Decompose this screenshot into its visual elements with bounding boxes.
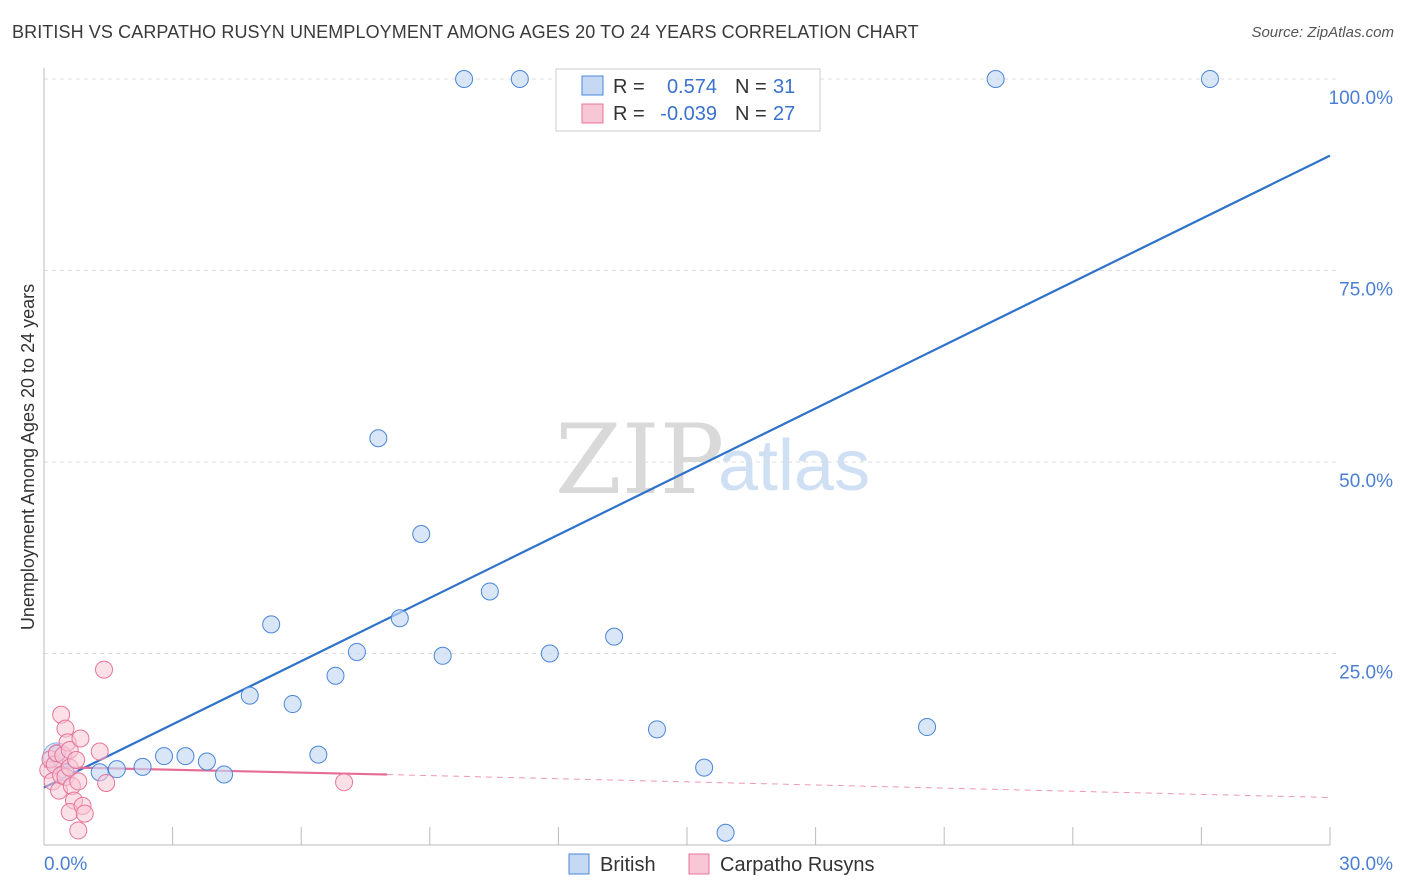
legend-r-value-british: 0.574 — [667, 76, 717, 98]
x-tick-labels: 0.0% 30.0% — [44, 854, 1393, 875]
point-british — [647, 720, 666, 739]
point-carpatho — [335, 773, 354, 792]
point-carpatho — [67, 750, 86, 769]
point-british — [347, 642, 366, 661]
y-tick-labels: 25.0% 50.0% 75.0% 100.0% — [1329, 88, 1394, 684]
point-british — [262, 615, 281, 634]
point-carpatho — [90, 742, 109, 761]
watermark-atlas: atlas — [718, 426, 870, 506]
y-tick-label: 50.0% — [1339, 471, 1393, 492]
series-label-british: British — [600, 854, 656, 876]
point-british — [326, 666, 345, 685]
chart-title: BRITISH VS CARPATHO RUSYN UNEMPLOYMENT A… — [12, 22, 919, 42]
point-british — [455, 70, 474, 88]
data-points — [39, 70, 1219, 842]
series-swatch-british — [568, 853, 590, 875]
grid-lines — [44, 78, 1340, 654]
point-british — [369, 429, 388, 448]
series-swatch-carpatho — [688, 853, 710, 875]
series-label-carpatho: Carpatho Rusyns — [720, 854, 875, 876]
y-tick-label: 100.0% — [1329, 88, 1394, 109]
legend-n-label-british: N = — [735, 76, 767, 98]
y-tick-label: 75.0% — [1339, 280, 1393, 301]
point-british — [133, 757, 152, 776]
point-british — [1200, 70, 1219, 88]
trend-line-british — [43, 154, 1331, 789]
axes — [43, 68, 1331, 846]
legend-r-label-carpatho: R = — [613, 103, 645, 125]
point-british — [412, 525, 431, 544]
point-british — [309, 745, 328, 764]
legend-swatch-carpatho — [581, 103, 604, 124]
series-legend: British Carpatho Rusyns — [568, 853, 875, 876]
point-british — [480, 582, 499, 601]
y-axis-label: Unemployment Among Ages 20 to 24 years — [18, 284, 38, 630]
x-tick-label: 0.0% — [44, 854, 87, 875]
x-tick-label: 30.0% — [1339, 854, 1393, 875]
point-british — [240, 686, 259, 705]
point-british — [176, 747, 195, 766]
trend-line-carpatho-extension — [386, 774, 1331, 799]
point-british — [716, 823, 735, 842]
y-tick-label: 25.0% — [1339, 663, 1393, 684]
legend-n-value-british: 31 — [773, 76, 795, 98]
point-carpatho — [95, 660, 114, 679]
point-british — [197, 752, 216, 771]
point-british — [390, 609, 409, 628]
point-british — [510, 70, 529, 88]
point-british — [283, 695, 302, 714]
watermark-zip: ZIP — [555, 404, 724, 516]
point-carpatho — [69, 821, 88, 840]
point-british — [540, 644, 559, 663]
point-british — [695, 758, 714, 777]
point-british — [107, 760, 126, 779]
point-british — [433, 646, 452, 665]
point-british — [215, 765, 234, 784]
source-label: Source: ZipAtlas.com — [1251, 24, 1394, 41]
point-british — [986, 70, 1005, 88]
legend-n-value-carpatho: 27 — [773, 103, 795, 125]
correlation-legend: R = 0.574 N = 31 R = -0.039 N = 27 — [555, 68, 821, 132]
point-british — [155, 747, 174, 766]
point-british — [918, 718, 937, 737]
legend-swatch-british — [581, 75, 604, 96]
point-carpatho — [69, 772, 88, 791]
point-carpatho — [75, 804, 94, 823]
point-british — [605, 627, 624, 646]
point-carpatho — [71, 729, 90, 748]
legend-r-label-british: R = — [613, 76, 645, 98]
legend-r-value-carpatho: -0.039 — [660, 103, 717, 125]
legend-n-label-carpatho: N = — [735, 103, 767, 125]
point-carpatho — [97, 773, 116, 792]
